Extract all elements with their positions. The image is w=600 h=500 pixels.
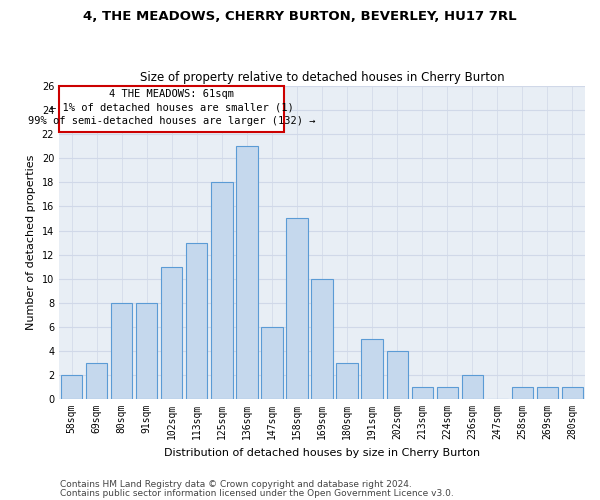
Text: 99% of semi-detached houses are larger (132) →: 99% of semi-detached houses are larger (… [28,116,316,126]
Bar [537,387,558,399]
Bar [61,375,82,399]
Y-axis label: Number of detached properties: Number of detached properties [26,155,36,330]
Bar [562,387,583,399]
Bar [286,218,308,399]
Text: 4 THE MEADOWS: 61sqm: 4 THE MEADOWS: 61sqm [109,90,234,100]
Bar [262,327,283,399]
Bar [86,363,107,399]
Bar [437,387,458,399]
Bar [337,363,358,399]
Text: ← 1% of detached houses are smaller (1): ← 1% of detached houses are smaller (1) [50,102,293,113]
Title: Size of property relative to detached houses in Cherry Burton: Size of property relative to detached ho… [140,70,505,84]
Text: 4, THE MEADOWS, CHERRY BURTON, BEVERLEY, HU17 7RL: 4, THE MEADOWS, CHERRY BURTON, BEVERLEY,… [83,10,517,23]
Bar [512,387,533,399]
Text: Contains HM Land Registry data © Crown copyright and database right 2024.: Contains HM Land Registry data © Crown c… [60,480,412,489]
Bar [186,242,208,399]
Bar [59,86,284,132]
Bar [311,278,332,399]
Bar [161,266,182,399]
Bar [361,339,383,399]
Bar [111,302,133,399]
Bar [136,302,157,399]
Bar [211,182,233,399]
Bar [412,387,433,399]
Bar [386,351,408,399]
Bar [236,146,257,399]
Bar [461,375,483,399]
X-axis label: Distribution of detached houses by size in Cherry Burton: Distribution of detached houses by size … [164,448,480,458]
Text: Contains public sector information licensed under the Open Government Licence v3: Contains public sector information licen… [60,488,454,498]
